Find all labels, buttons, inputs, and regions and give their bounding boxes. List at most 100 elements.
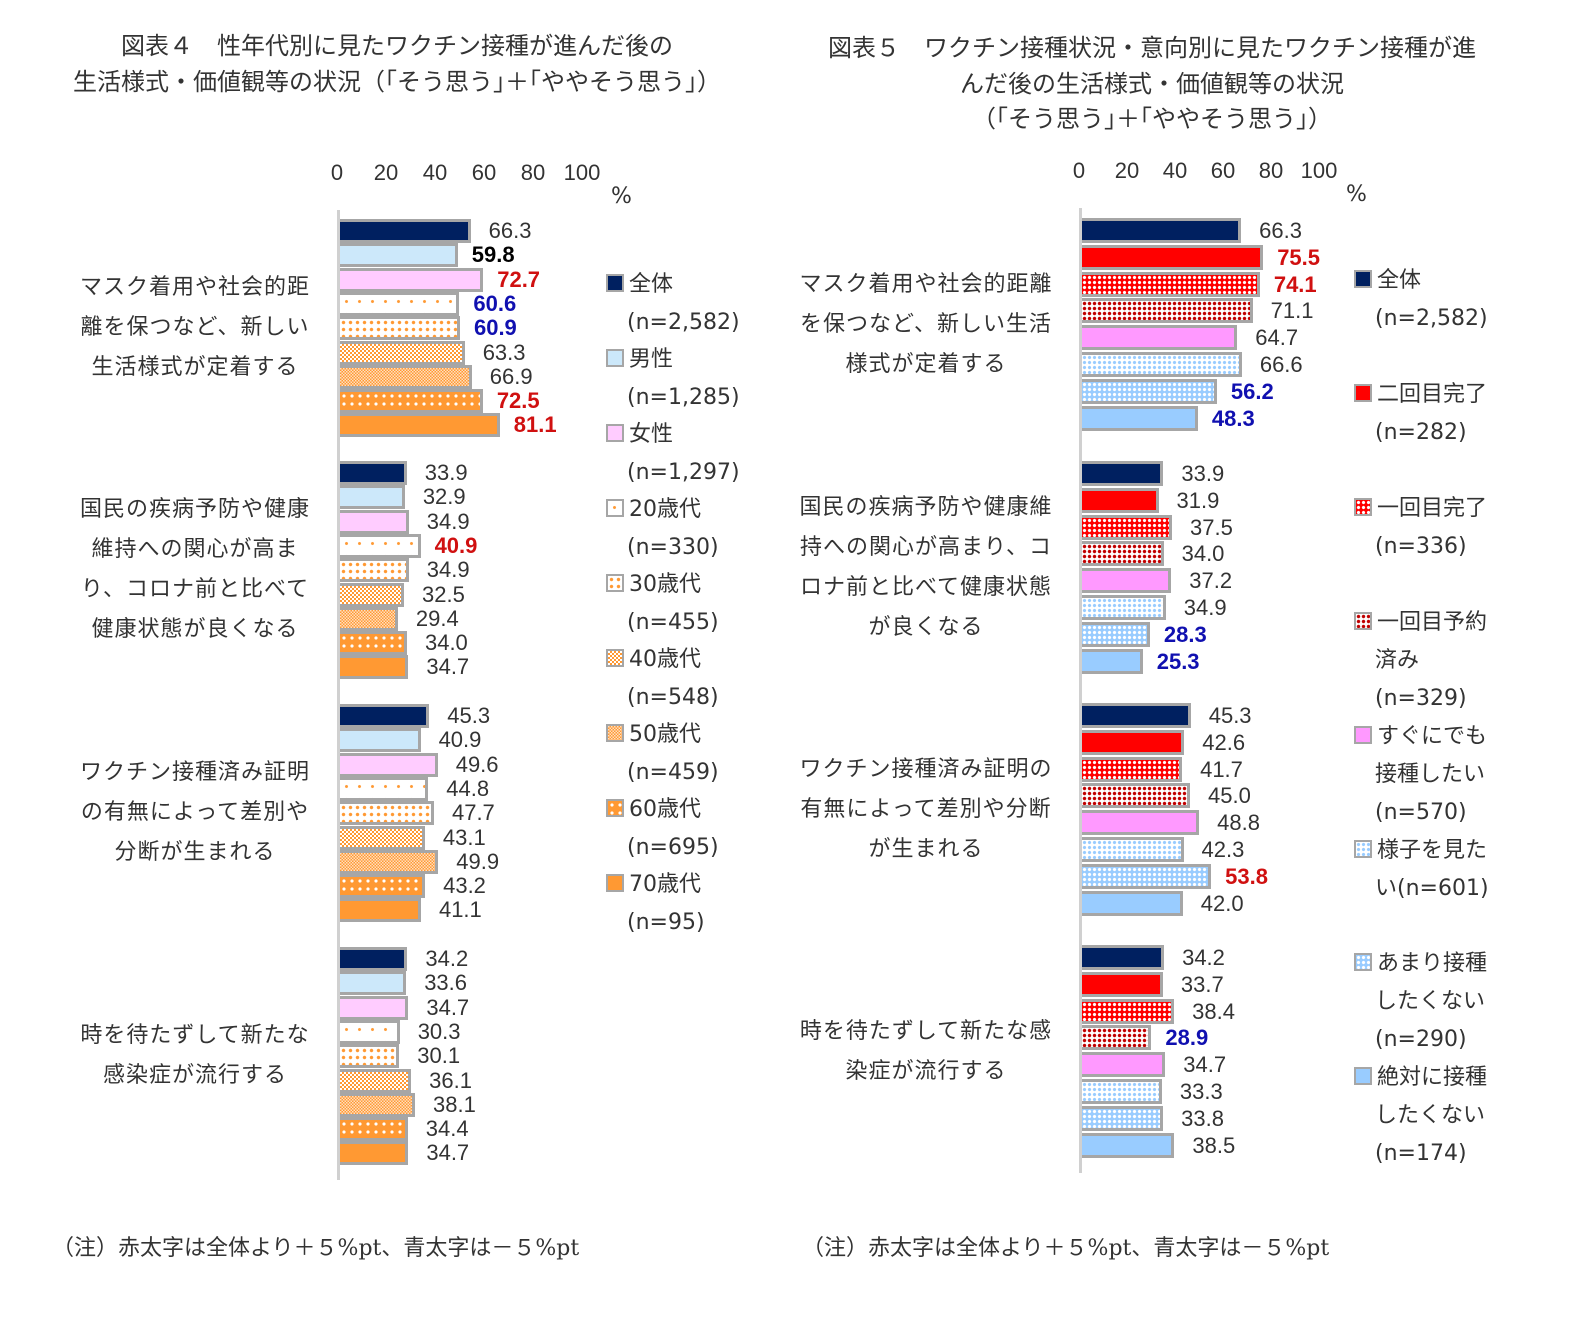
category-label-line: 持への関心が高まり、コ (799, 535, 1053, 561)
x-tick: 20 (373, 160, 399, 185)
category-label-line: の有無によって差別や (80, 800, 310, 826)
legend-sample-size: (n=330) (627, 535, 719, 560)
legend-swatch-icon (1354, 953, 1372, 971)
category-label: ワクチン接種済み証明の有無によって差別や分断が生まれる (788, 750, 1064, 870)
legend-item: あまり接種 (1354, 945, 1487, 983)
bar-value-label: 38.5 (1192, 1132, 1236, 1158)
bar (1082, 810, 1200, 836)
legend-item: すぐにでも (1354, 718, 1487, 756)
legend-sample-size: (n=1,285) (627, 385, 740, 410)
legend-label: 男性 (629, 347, 674, 372)
bar (1082, 461, 1164, 486)
bar (1082, 971, 1163, 997)
bar (340, 947, 408, 971)
legend-label: 70歳代 (629, 872, 701, 897)
bar-value-label: 34.4 (425, 1116, 469, 1142)
figure-4-note: （注）赤太字は全体より＋５%pt、青太字は－５%pt (52, 1236, 580, 1261)
legend-sample-size: (n=329) (1375, 686, 1467, 711)
bar (340, 340, 465, 365)
bar (1082, 541, 1164, 567)
legend-sample-size: (n=290) (1375, 1027, 1467, 1052)
legend-item: 50歳代 (606, 716, 701, 754)
bar-value-label: 42.6 (1202, 729, 1246, 755)
legend-label-cont: 済み (1375, 648, 1420, 673)
bar (1082, 1079, 1162, 1104)
bar-value-label: 38.1 (433, 1091, 476, 1117)
x-tick: 0 (330, 160, 344, 185)
bar-value-label: 66.3 (488, 218, 532, 243)
bar-value-label: 45.3 (1208, 703, 1252, 728)
legend-label: 20歳代 (629, 497, 701, 522)
bar (340, 316, 460, 341)
category-label: 国民の疾病予防や健康維持への関心が高まり、コロナ前と比べて健康状態が良くなる (788, 488, 1064, 648)
bar (340, 776, 429, 801)
bar-value-label: 37.5 (1190, 514, 1233, 540)
bar (1082, 218, 1242, 243)
category-label-line: ワクチン接種済み証明 (79, 760, 310, 786)
category-label-line: 健康状態が良くなる (91, 617, 299, 643)
bar (340, 874, 426, 899)
category-label: 時を待たずして新たな感染症が流行する (788, 1012, 1064, 1092)
legend-item: 40歳代 (606, 641, 701, 679)
bar-value-label: 34.7 (426, 1140, 470, 1166)
bar-value-label: 36.1 (429, 1067, 472, 1093)
legend-swatch-icon (1354, 612, 1372, 630)
bar (1082, 729, 1185, 755)
category-label: マスク着用や社会的距離を保つなど、新しい生活様式が定着する (788, 265, 1064, 385)
bar (1082, 514, 1172, 540)
y-axis-line (337, 210, 340, 1180)
bar-value-label: 66.3 (1259, 218, 1302, 243)
legend-label: 様子を見た (1377, 838, 1488, 863)
bar (340, 1141, 409, 1166)
legend-label: 絶対に接種 (1377, 1065, 1488, 1090)
bar-value-label: 72.7 (497, 266, 541, 292)
category-label-line: ワクチン接種済み証明の (799, 757, 1053, 783)
x-tick: 40 (1162, 158, 1188, 183)
category-label-line: 国民の疾病予防や健康 (79, 497, 310, 523)
bar (1082, 352, 1242, 377)
bar-value-label: 34.2 (425, 946, 469, 971)
bar-value-label: 56.2 (1230, 378, 1274, 404)
legend-sample-size: (n=95) (627, 910, 705, 935)
bar (340, 1019, 400, 1044)
figure-5-title-line3: （｢そう思う｣＋｢ややそう思う｣） (972, 105, 1332, 133)
bar (340, 389, 483, 414)
category-label-line: が生まれる (868, 837, 984, 863)
bar-value-label: 40.9 (438, 727, 482, 753)
category-label-line: 維持への関心が高ま (91, 537, 299, 563)
bar-value-label: 34.7 (426, 994, 470, 1020)
bar (1082, 325, 1238, 351)
bar-value-label: 34.9 (426, 557, 470, 583)
legend-swatch-icon (1354, 384, 1372, 402)
x-tick: 20 (1114, 158, 1140, 183)
category-label-line: 時を待たずして新たな感 (799, 1019, 1053, 1045)
bar (340, 461, 407, 485)
bar-value-label: 45.0 (1208, 783, 1251, 809)
category-label: マスク着用や社会的距離を保つなど、新しい生活様式が定着する (66, 268, 324, 388)
x-tick: 60 (1210, 158, 1236, 183)
legend-swatch-icon (1354, 726, 1372, 744)
bar-value-label: 33.7 (1180, 971, 1224, 997)
legend-swatch-icon (606, 724, 624, 742)
legend-swatch-icon (606, 574, 624, 592)
bar (1082, 1105, 1164, 1131)
bar-value-label: 43.2 (443, 873, 486, 899)
bar (1082, 945, 1165, 970)
bar (1082, 487, 1159, 513)
bar-value-label: 41.1 (438, 897, 482, 923)
bar (340, 801, 434, 826)
legend-sample-size: (n=695) (627, 835, 719, 860)
bar (340, 704, 430, 728)
bar (340, 267, 484, 292)
legend-item: 全体 (1354, 262, 1421, 300)
bar (1082, 244, 1264, 270)
legend-label: 二回目完了 (1377, 382, 1488, 407)
bar (1082, 837, 1184, 862)
legend-sample-size: (n=2,582) (1375, 306, 1488, 331)
legend-sample-size: (n=459) (627, 760, 719, 785)
bar-value-label: 60.6 (473, 290, 517, 316)
category-label-line: 様式が定着する (845, 352, 1007, 378)
bar (340, 485, 405, 510)
legend-label: あまり接種 (1377, 951, 1488, 976)
legend-label: 一回目完了 (1377, 496, 1488, 521)
